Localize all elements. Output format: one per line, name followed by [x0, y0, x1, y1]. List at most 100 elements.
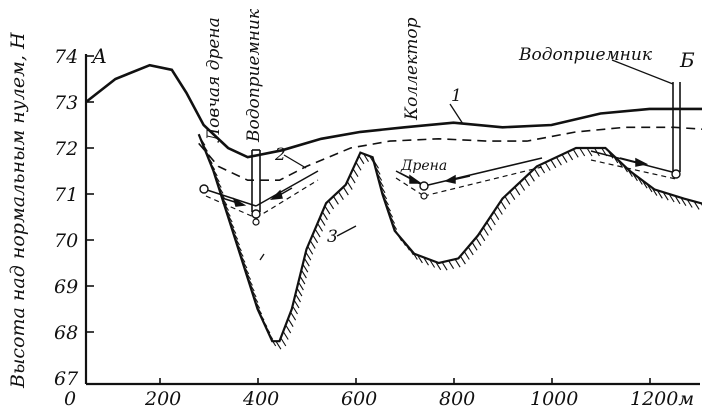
y-tick-label-71: 71: [54, 184, 78, 206]
receiver-right-well: [672, 82, 681, 172]
x-tick-label-0: 0: [64, 388, 76, 410]
hatch-mark: [299, 275, 306, 285]
receiver-left-label: Водоприемник: [244, 8, 264, 143]
hatch-mark: [459, 255, 466, 265]
hatch-mark: [312, 234, 319, 244]
hatch-mark: [290, 311, 297, 321]
drain-node-lower: [420, 192, 428, 200]
hatch-mark: [500, 200, 507, 210]
catch-drain-label: Ловчая дрена: [204, 17, 224, 143]
hatch-mark: [544, 162, 551, 171]
hatch-mark: [302, 263, 309, 273]
flow-arrows: [221, 157, 649, 207]
hatch-mark: [504, 196, 511, 205]
hatch-mark: [346, 181, 353, 190]
catch-drain-node: [199, 184, 209, 194]
collector-label: Коллектор: [402, 17, 422, 121]
drain-label: Дрена: [400, 158, 447, 174]
hatch-mark: [285, 324, 292, 334]
hatch-mark: [496, 206, 503, 215]
hatch-mark: [275, 340, 282, 350]
hatch-mark: [463, 251, 470, 260]
water-table-curve-2: [198, 126, 702, 181]
x-tick-marks: [159, 378, 651, 384]
hatch-mark: [555, 156, 562, 166]
y-tick-label-73: 73: [54, 92, 78, 114]
hatch-mark: [471, 242, 478, 251]
x-tick-label-1200: 1200м: [630, 388, 694, 410]
hatch-mark: [309, 240, 316, 249]
hatch-mark: [297, 281, 304, 291]
hatch-mark: [467, 246, 474, 256]
hatch-mark: [519, 182, 526, 191]
x-tick-label-200: 200: [144, 388, 181, 410]
hatch-mark: [539, 164, 546, 174]
y-tick-label-72: 72: [54, 138, 78, 160]
hatch-mark: [324, 205, 331, 215]
corner-label-a: А: [90, 44, 107, 68]
x-tick-label-1000: 1000: [530, 388, 578, 410]
hatch-mark: [314, 228, 321, 238]
hatch-mark: [579, 147, 586, 157]
impervious-layer-hatching: [199, 137, 702, 350]
hatch-mark: [321, 211, 328, 221]
hatch-mark: [300, 269, 307, 279]
drain-node: [419, 181, 429, 191]
x-tick-label-400: 400: [242, 388, 279, 410]
x-tick-label-600: 600: [341, 388, 377, 410]
curve-3-label: 3: [327, 227, 338, 247]
curve-2-label: 2: [274, 145, 286, 165]
hatch-mark: [486, 222, 493, 231]
y-axis-title: Высота над нормальным нулем, Н: [7, 32, 29, 389]
hatch-mark: [317, 223, 323, 232]
hatch-mark: [349, 174, 356, 184]
hatch-mark: [528, 173, 535, 182]
hatch-mark: [479, 232, 486, 242]
ground-surface-curve-1: [85, 63, 702, 159]
hatch-mark: [550, 159, 557, 169]
hatch-mark: [561, 154, 568, 163]
hatch-mark: [332, 196, 339, 205]
hatch-mark: [287, 318, 294, 327]
hatch-mark: [352, 168, 359, 177]
hatch-mark: [567, 151, 574, 161]
receiver-left-well: [251, 149, 261, 212]
y-tick-label-74: 74: [54, 46, 78, 68]
hatch-mark: [441, 261, 448, 271]
hatch-mark: [509, 191, 516, 200]
receiver-right-label: Водоприемник: [518, 45, 653, 65]
hatch-mark: [358, 155, 365, 165]
leader-lines: [259, 59, 674, 261]
hatch-mark: [355, 162, 362, 171]
x-tick-label-800: 800: [439, 388, 475, 410]
hatch-mark: [693, 201, 700, 210]
receiver-right-node: [671, 169, 681, 179]
hatch-mark: [319, 217, 326, 226]
hatch-mark: [514, 186, 521, 196]
drain-lines-dashed: [205, 159, 677, 219]
hatch-mark: [307, 246, 314, 255]
hatch-mark: [489, 216, 496, 226]
impervious-layer-curve-3: [197, 133, 702, 343]
hatch-mark: [586, 147, 593, 157]
y-tick-label-68: 68: [54, 322, 78, 344]
hatch-mark: [305, 251, 312, 261]
hatch-mark: [328, 200, 335, 210]
hatch-mark: [295, 293, 301, 303]
hatch-mark: [572, 149, 579, 158]
hatch-mark: [303, 257, 310, 267]
receiver-left-node-lower: [252, 218, 260, 226]
hatch-mark: [524, 177, 530, 187]
hatch-mark: [493, 211, 500, 220]
y-tick-label-69: 69: [54, 276, 78, 298]
hatch-mark: [337, 191, 344, 200]
receiver-left-node: [251, 209, 261, 219]
corner-label-b: Б: [679, 48, 695, 72]
curve-1-label: 1: [451, 86, 462, 106]
hatch-mark: [475, 237, 482, 246]
hatch-mark: [280, 337, 287, 347]
y-tick-label-70: 70: [54, 230, 78, 252]
hatch-mark: [482, 227, 489, 236]
hatch-mark: [293, 299, 300, 309]
